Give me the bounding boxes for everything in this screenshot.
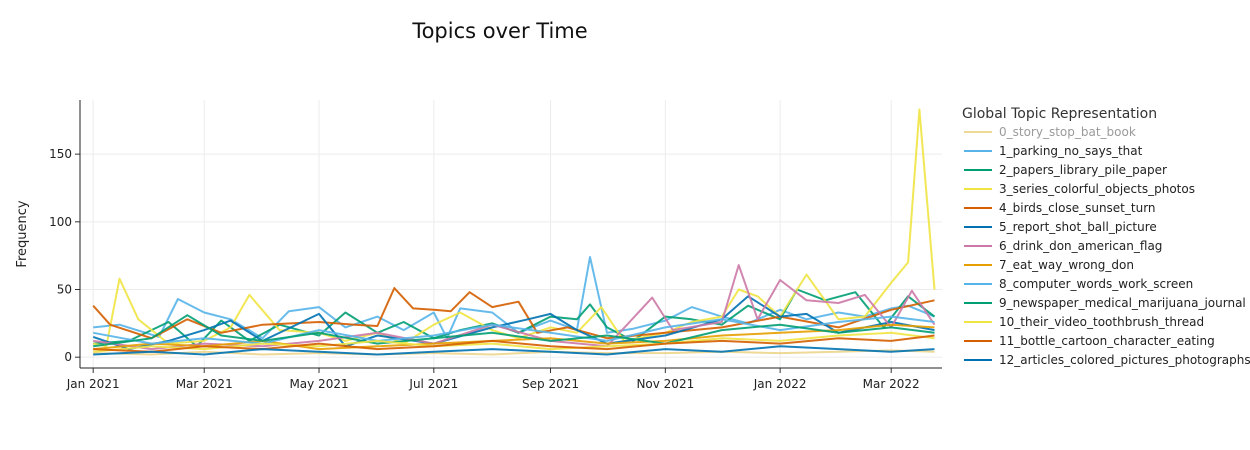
series-line-8_computer_words_work_screen[interactable] xyxy=(93,315,935,345)
y-axis-title: Frequency xyxy=(15,200,30,267)
y-tick-label: 150 xyxy=(49,147,72,161)
series-layer xyxy=(92,108,936,356)
series-line-9_newspaper_medical_marijuana_journal[interactable] xyxy=(93,314,935,348)
legend-item-label[interactable]: 12_articles_colored_pictures_photographs xyxy=(999,353,1250,367)
legend-item-label[interactable]: 10_their_video_toothbrush_thread xyxy=(999,315,1204,329)
legend-item-label[interactable]: 3_series_colorful_objects_photos xyxy=(999,182,1195,196)
x-tick-label: Jan 2021 xyxy=(66,377,120,391)
series-line-3_series_colorful_objects_photos[interactable] xyxy=(92,108,936,348)
series-line-4_birds_close_sunset_turn[interactable] xyxy=(92,287,935,340)
series-line-0_story_stop_bat_book[interactable] xyxy=(93,349,935,356)
series-line-10_their_video_toothbrush_thread[interactable] xyxy=(93,331,935,353)
legend-item-label[interactable]: 2_papers_library_pile_paper xyxy=(999,163,1167,177)
legend-item-label[interactable]: 0_story_stop_bat_book xyxy=(999,125,1136,139)
legend: Global Topic Representation 0_story_stop… xyxy=(962,106,1250,367)
axis-layer: Jan 2021 Mar 2021 May 2021 Jul 2021 Sep 2021… xyxy=(49,100,942,391)
x-tick-label: Sep 2021 xyxy=(522,377,579,391)
y-tick-label: 100 xyxy=(49,215,72,229)
series-line-11_bottle_cartoon_character_eating[interactable] xyxy=(93,334,935,353)
chart-title: Topics over Time xyxy=(411,19,587,43)
x-tick-label: Nov 2021 xyxy=(636,377,694,391)
legend-item-label[interactable]: 7_eat_way_wrong_don xyxy=(999,258,1134,272)
legend-title: Global Topic Representation xyxy=(962,106,1157,122)
legend-item-label[interactable]: 4_birds_close_sunset_turn xyxy=(999,201,1156,215)
legend-item-label[interactable]: 6_drink_don_american_flag xyxy=(999,239,1162,253)
x-tick-label: Jul 2021 xyxy=(408,377,458,391)
series-line-6_drink_don_american_flag[interactable] xyxy=(93,264,936,351)
legend-item-label[interactable]: 8_computer_words_work_screen xyxy=(999,277,1193,291)
legend-item-label[interactable]: 9_newspaper_medical_marijuana_journal xyxy=(999,296,1246,310)
series-line-5_report_shot_ball_picture[interactable] xyxy=(92,295,935,351)
series-line-12_articles_colored_pictures_photographs[interactable] xyxy=(93,345,935,356)
x-tick-label: Mar 2021 xyxy=(176,377,233,391)
x-tick-label: Mar 2022 xyxy=(863,377,920,391)
x-tick-label: Jan 2022 xyxy=(753,377,807,391)
legend-item-label[interactable]: 11_bottle_cartoon_character_eating xyxy=(999,334,1215,348)
legend-item-label[interactable]: 1_parking_no_says_that xyxy=(999,144,1143,158)
x-tick-label: May 2021 xyxy=(289,377,348,391)
legend-item-label[interactable]: 5_report_shot_ball_picture xyxy=(999,220,1157,234)
series-line-7_eat_way_wrong_don[interactable] xyxy=(93,323,935,351)
y-tick-label: 0 xyxy=(64,350,72,364)
y-tick-label: 50 xyxy=(57,282,72,296)
